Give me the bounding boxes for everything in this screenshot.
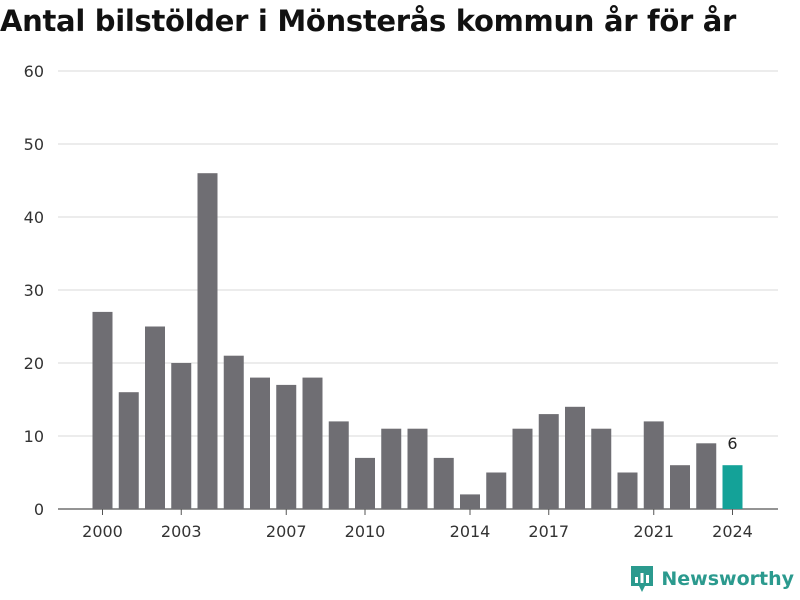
x-tick-label: 2010 [345,522,386,541]
bar-2009 [328,421,349,509]
y-tick-label: 20 [24,354,44,373]
bar-2001 [118,392,139,509]
x-tick-label: 2007 [266,522,307,541]
bars [92,173,743,509]
bar-2020 [617,472,638,509]
y-tick-label: 50 [24,135,44,154]
brand-logo: Newsworthy [629,564,794,594]
bar-2014 [460,494,480,509]
bar-2015 [486,472,507,509]
data-label-highlight: 6 [727,434,737,453]
brand-name: Newsworthy [661,568,794,590]
x-tick-label: 2000 [82,522,123,541]
x-tick-label: 2003 [161,522,202,541]
y-axis-ticks: 0 10 20 30 40 50 60 [24,62,44,519]
y-tick-label: 0 [34,500,44,519]
x-tick-label: 2017 [528,522,569,541]
data-labels: 6 [727,434,737,453]
bar-2011 [381,428,402,509]
bar-2024 [722,465,743,509]
bar-2002 [145,326,165,509]
bar-2010 [355,457,375,509]
bar-2016 [512,428,533,509]
x-tick-label: 2024 [712,522,753,541]
y-tick-label: 40 [24,208,44,227]
bar-2005 [223,355,244,509]
bar-2013 [433,457,454,509]
bar-2022 [670,465,690,509]
bar-2008 [302,377,323,509]
bar-2000 [92,311,113,509]
chart-title: Antal bilstölder i Mönsterås kommun år f… [0,4,737,38]
bar-2004 [197,173,218,509]
x-tick-label: 2014 [450,522,491,541]
bar-2021 [643,421,664,509]
x-axis-ticks: 2000 2003 2007 2010 2014 2017 2021 2024 [82,509,753,541]
y-tick-label: 10 [24,427,44,446]
newsworthy-icon [631,566,654,592]
bar-2019 [591,428,612,509]
bar-2018 [565,406,585,509]
bar-2007 [276,384,297,509]
y-tick-label: 30 [24,281,44,300]
bar-2006 [250,377,270,509]
bar-2023 [696,443,717,509]
x-tick-label: 2021 [633,522,674,541]
bar-2003 [171,363,192,509]
bar-2012 [407,428,428,509]
y-tick-label: 60 [24,62,44,81]
bar-2017 [538,414,559,509]
